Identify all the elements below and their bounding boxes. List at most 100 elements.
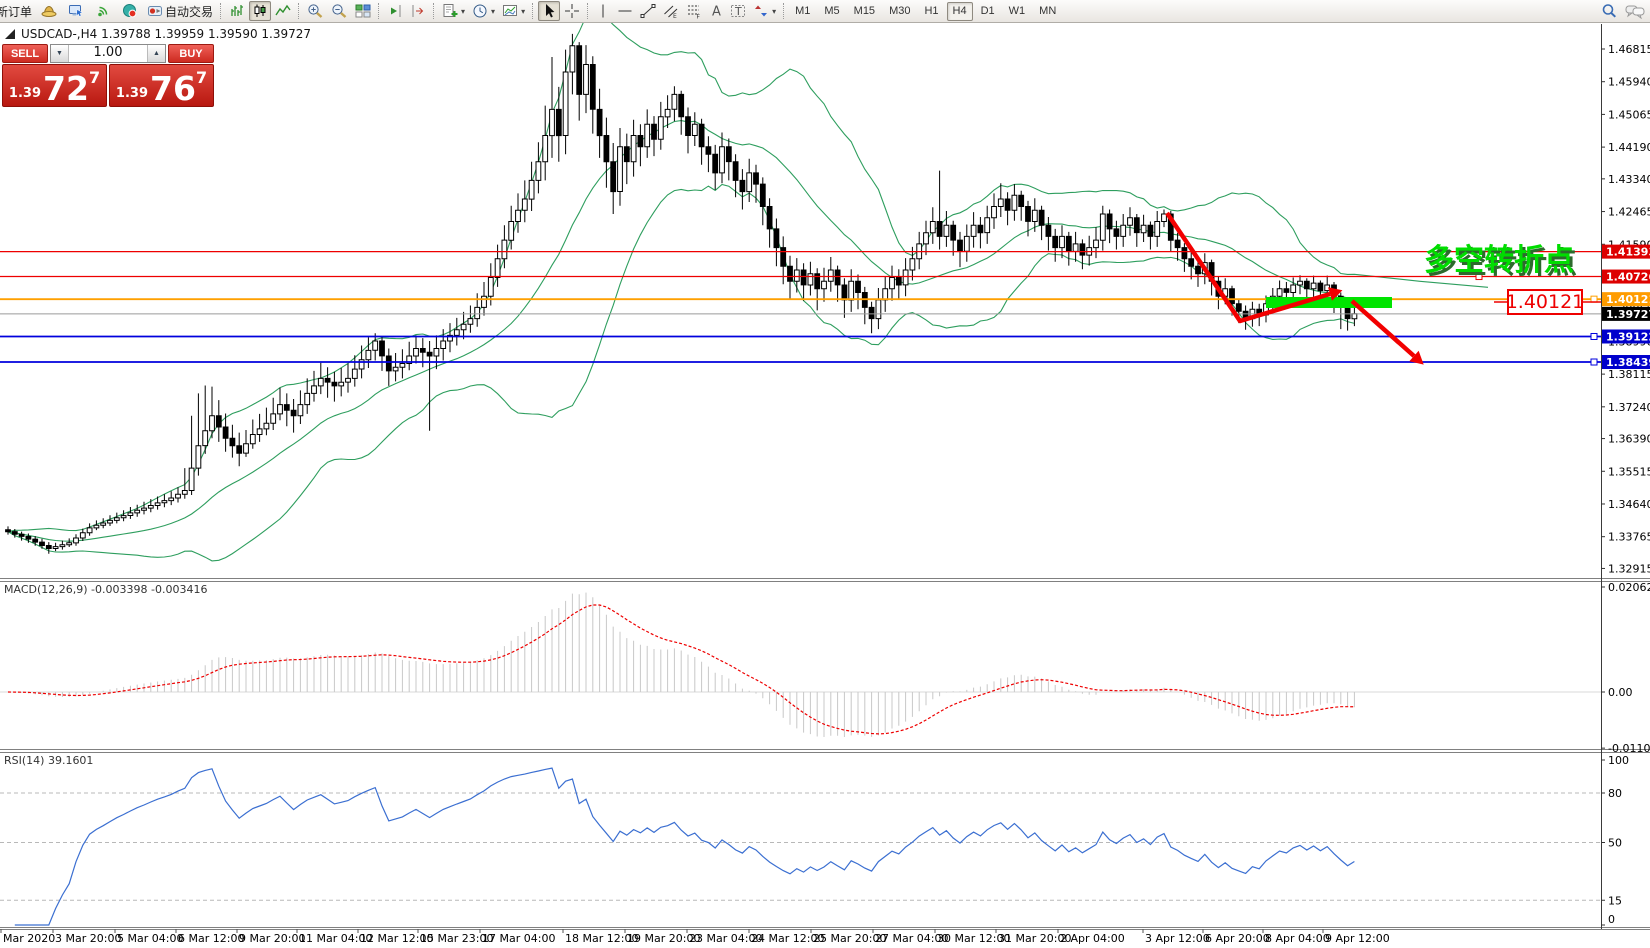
time-axis-label: 6 Apr 20:00 — [1205, 932, 1270, 945]
crosshair-tool-button[interactable] — [561, 1, 583, 21]
turning-point-text[interactable]: 多空转折点 — [1424, 243, 1574, 278]
zoom-out-button[interactable] — [328, 1, 351, 21]
timeframe-button-m1[interactable]: M1 — [789, 2, 816, 21]
macd-label: MACD(12,26,9) -0.003398 -0.003416 — [4, 583, 207, 596]
chart-shift-button[interactable] — [407, 1, 429, 21]
time-axis-label: 9 Mar 20:00 — [239, 932, 305, 945]
buy-button[interactable]: BUY — [168, 44, 214, 63]
price-badge — [1602, 355, 1650, 370]
price-badge-label: 1.38439 — [1606, 356, 1650, 369]
timeframe-button-h1[interactable]: H1 — [918, 2, 944, 21]
arrows-tool-button[interactable]: ▾ — [750, 1, 779, 21]
trendline-tool-button[interactable] — [637, 1, 659, 21]
sell-button[interactable]: SELL — [2, 44, 48, 63]
volume-stepper[interactable]: ▼ 1.00 ▲ — [50, 44, 166, 63]
rsi-tick-label: 80 — [1608, 787, 1622, 800]
dropdown-caret-icon: ▾ — [521, 6, 526, 16]
chart-title-bar: USDCAD-,H4 1.39788 1.39959 1.39590 1.397… — [4, 27, 311, 41]
price-badge-label: 1.41393 — [1606, 246, 1650, 259]
dropdown-caret-icon: ▾ — [461, 6, 466, 16]
timeframe-button-w1[interactable]: W1 — [1003, 2, 1032, 21]
sell-price-sup: 7 — [88, 68, 101, 87]
bearish-candle-bodies — [5, 45, 1351, 549]
price-tick-label: 1.44190 — [1608, 141, 1650, 154]
rsi-tick-label: 0 — [1608, 913, 1615, 926]
horizontal-line-tool-button[interactable] — [614, 1, 636, 21]
timeframe-button-mn[interactable]: MN — [1033, 2, 1062, 21]
highlight-rectangle[interactable] — [1266, 297, 1392, 308]
timeframe-group: M1 M5 M15 M30 H1 H4 D1 W1 MN — [789, 1, 1062, 21]
bollinger-lower-band — [7, 183, 1355, 562]
price-tick-label: 1.45065 — [1608, 108, 1650, 121]
auto-scroll-button[interactable] — [384, 1, 406, 21]
price-badge — [1602, 329, 1650, 344]
svg-text:E: E — [673, 13, 677, 19]
red-zigzag-arrow[interactable] — [1165, 211, 1331, 324]
templates-button[interactable]: ▾ — [499, 1, 528, 21]
indicators-button[interactable]: ▾ — [439, 1, 468, 21]
text-tool-button[interactable]: A — [706, 1, 726, 21]
price-tick-label: 1.38115 — [1608, 368, 1650, 381]
price-callout-box[interactable] — [1507, 289, 1583, 315]
price-tick-label: 1.35515 — [1608, 465, 1650, 478]
candlestick-chart-button[interactable] — [249, 1, 272, 21]
volume-decrease-button[interactable]: ▼ — [51, 45, 69, 62]
text-label-tool-button[interactable]: T — [727, 1, 749, 21]
time-axis-label: Mar 2020 — [3, 932, 55, 945]
tile-windows-button[interactable] — [352, 1, 374, 21]
signals-icon[interactable] — [90, 0, 116, 22]
line-handle[interactable] — [1590, 358, 1598, 366]
volume-increase-button[interactable]: ▲ — [147, 45, 165, 62]
time-axis-label: 9 Apr 12:00 — [1325, 932, 1390, 945]
timeframe-button-m5[interactable]: M5 — [818, 2, 845, 21]
periods-button[interactable]: ▾ — [469, 1, 498, 21]
red-down-arrow-head[interactable] — [1409, 350, 1424, 365]
macd-signal-line — [7, 604, 1355, 735]
dropdown-caret-icon: ▾ — [772, 6, 777, 16]
market-icon[interactable] — [117, 0, 143, 22]
fibonacci-tool-button[interactable]: F — [683, 1, 705, 21]
metaeditor-icon[interactable] — [36, 0, 62, 22]
price-tick-label: 1.33765 — [1608, 531, 1650, 544]
buy-price-display[interactable]: 1.39 76 7 — [109, 64, 214, 107]
timeframe-button-d1[interactable]: D1 — [975, 2, 1001, 21]
price-tick-label: 1.43340 — [1608, 173, 1650, 186]
volume-value[interactable]: 1.00 — [93, 45, 123, 60]
time-axis-label: 25 Mar 20:00 — [813, 932, 886, 945]
new-order-button[interactable]: 新订单 — [0, 1, 35, 21]
red-zigzag-arrow-head[interactable] — [1327, 287, 1343, 301]
sell-price-display[interactable]: 1.39 72 7 — [2, 64, 107, 107]
price-tick-label: 1.46815 — [1608, 43, 1650, 56]
rsi-label: RSI(14) 39.1601 — [4, 754, 93, 767]
timeframe-button-m15[interactable]: M15 — [848, 2, 881, 21]
sell-price-small: 1.39 — [8, 86, 41, 101]
price-tick-label: 1.32915 — [1608, 562, 1650, 575]
vertical-line-tool-button[interactable] — [593, 1, 613, 21]
price-tick-label: 1.45940 — [1608, 76, 1650, 89]
toolbar-separator — [587, 3, 589, 19]
time-axis-label: 17 Mar 04:00 — [482, 932, 555, 945]
chart-background — [0, 23, 1650, 948]
line-handle[interactable] — [1590, 332, 1598, 340]
price-callout-text[interactable]: 1.40121 — [1506, 291, 1585, 313]
equidistant-channel-tool-button[interactable]: E — [660, 1, 682, 21]
rsi-line — [14, 767, 1355, 926]
timeframe-button-h4[interactable]: H4 — [946, 1, 973, 21]
line-chart-button[interactable] — [272, 1, 294, 21]
time-axis-label: 30 Mar 12:00 — [937, 932, 1010, 945]
red-down-arrow[interactable] — [1350, 299, 1416, 358]
line-handle[interactable] — [1475, 273, 1483, 281]
virtual-hosting-icon[interactable] — [63, 0, 89, 22]
cursor-tool-button[interactable] — [538, 1, 561, 21]
buy-price-sup: 7 — [195, 68, 208, 87]
zoom-in-button[interactable] — [304, 1, 327, 21]
time-axis-label: 3 Apr 12:00 — [1145, 932, 1210, 945]
autotrading-button[interactable]: 自动交易 — [144, 1, 216, 21]
toolbar-separator — [378, 3, 380, 19]
buy-price-small: 1.39 — [115, 86, 148, 101]
bar-chart-button[interactable] — [226, 1, 248, 21]
chat-button[interactable] — [1622, 1, 1648, 21]
search-button[interactable] — [1598, 1, 1621, 21]
timeframe-button-m30[interactable]: M30 — [883, 2, 916, 21]
